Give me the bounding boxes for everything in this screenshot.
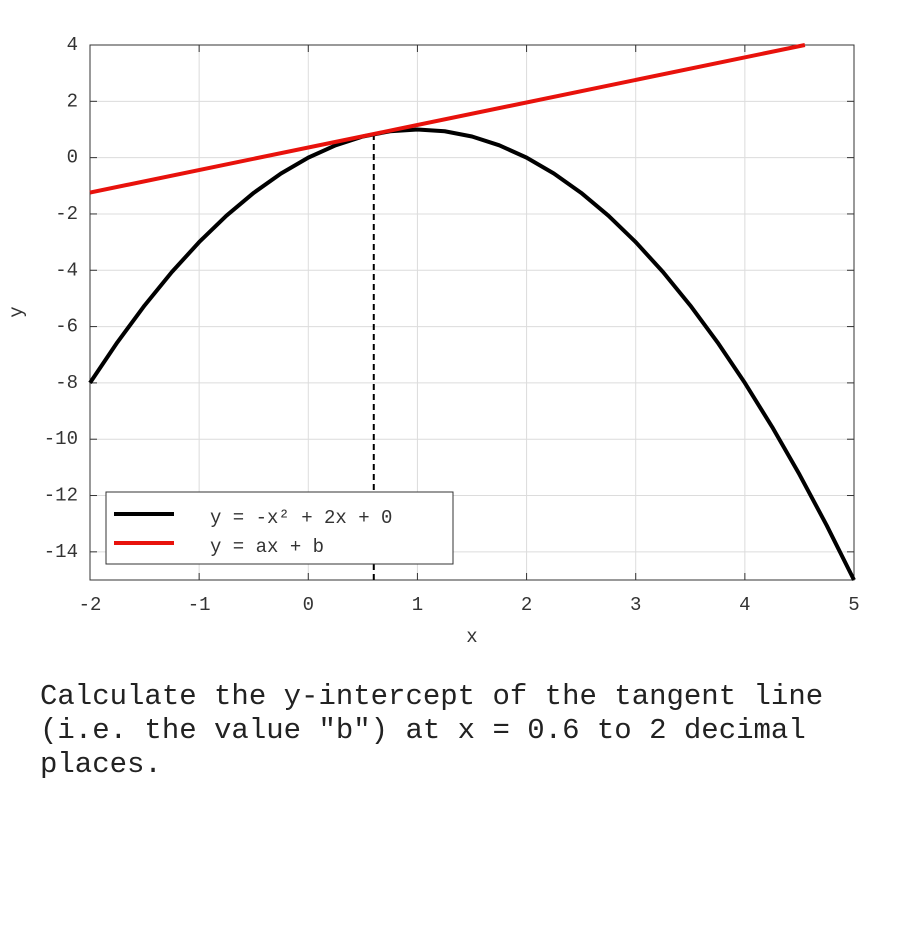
series-line: [89, 43, 806, 195]
legend-label: y = -x² + 2x + 0: [210, 507, 392, 529]
x-tick-label: 1: [412, 594, 423, 616]
y-tick-label: -14: [44, 541, 78, 563]
legend-label: y = ax + b: [210, 536, 324, 558]
question-text: Calculate the y-intercept of the tangent…: [40, 680, 824, 781]
legend-box: [105, 491, 454, 565]
y-tick-label: -2: [55, 203, 78, 225]
series-line: [88, 127, 856, 581]
y-tick-label: -10: [44, 428, 78, 450]
x-tick-label: 4: [739, 594, 750, 616]
y-axis-label: y: [6, 306, 28, 317]
y-tick-label: -8: [55, 372, 78, 394]
x-tick-label: -2: [79, 594, 102, 616]
y-tick-label: -6: [55, 316, 78, 338]
x-tick-label: -1: [188, 594, 211, 616]
x-tick-label: 5: [848, 594, 859, 616]
y-tick-label: 0: [67, 147, 78, 169]
y-tick-label: 2: [67, 90, 78, 112]
x-axis-label: x: [466, 626, 477, 648]
y-tick-label: 4: [67, 34, 78, 56]
x-tick-label: 2: [521, 594, 532, 616]
x-tick-label: 3: [630, 594, 641, 616]
x-tick-label: 0: [303, 594, 314, 616]
y-tick-label: -12: [44, 485, 78, 507]
y-tick-label: -4: [55, 259, 78, 281]
plot-frame: [89, 44, 855, 581]
